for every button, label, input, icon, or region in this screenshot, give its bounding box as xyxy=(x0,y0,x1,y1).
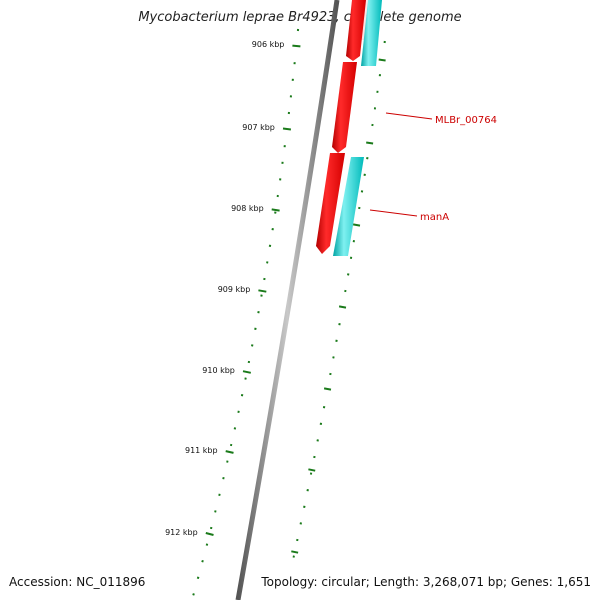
minor-tick xyxy=(192,593,195,596)
scale-labels: 906 kbp 907 kbp 908 kbp 909 kbp 910 kbp 911 k… xyxy=(165,40,284,537)
map-title: Mycobacterium leprae Br4923, complete ge… xyxy=(138,10,462,25)
scale-label: 911 kbp xyxy=(185,446,218,455)
outer-major-tick xyxy=(308,468,316,472)
minor-tick xyxy=(201,559,204,563)
outer-tick-ring xyxy=(291,40,386,558)
major-tick xyxy=(242,370,252,374)
scale-label: 909 kbp xyxy=(218,285,251,294)
outer-major-tick xyxy=(378,58,386,62)
gene-feature-forward xyxy=(316,153,345,254)
accession-text: Accession: NC_011896 xyxy=(9,575,146,589)
inner-tick-ring xyxy=(192,28,301,596)
major-tick xyxy=(205,532,214,536)
gene-label-leader xyxy=(385,112,433,120)
genome-backbone xyxy=(235,0,340,600)
gene-labels: MLBr_00764 manA xyxy=(369,112,497,223)
outer-major-tick xyxy=(366,141,374,145)
gene-label-mana[interactable]: manA xyxy=(420,212,449,223)
gene-feature-forward xyxy=(346,0,366,61)
scale-label: 906 kbp xyxy=(252,40,285,49)
scale-label: 910 kbp xyxy=(202,366,235,375)
gene-label-mlbr-00764[interactable]: MLBr_00764 xyxy=(435,115,497,126)
outer-major-tick xyxy=(323,387,332,391)
major-tick xyxy=(282,127,292,131)
gene-feature-reverse xyxy=(333,157,364,256)
scale-label: 907 kbp xyxy=(242,123,275,132)
outer-major-tick xyxy=(291,550,299,554)
minor-tick xyxy=(205,543,209,546)
outer-major-tick xyxy=(338,305,347,309)
major-tick xyxy=(292,44,301,48)
outer-major-tick xyxy=(352,223,361,227)
gene-feature-forward xyxy=(332,62,357,153)
summary-text: Topology: circular; Length: 3,268,071 bp… xyxy=(261,575,591,589)
scale-label: 908 kbp xyxy=(231,204,264,213)
gene-track xyxy=(316,0,382,256)
major-tick xyxy=(271,208,280,212)
scale-label: 912 kbp xyxy=(165,528,198,537)
minor-tick xyxy=(196,576,200,580)
gene-feature-reverse xyxy=(361,0,382,66)
major-tick xyxy=(258,289,267,293)
gene-label-leader xyxy=(369,209,418,217)
major-tick xyxy=(225,450,234,454)
